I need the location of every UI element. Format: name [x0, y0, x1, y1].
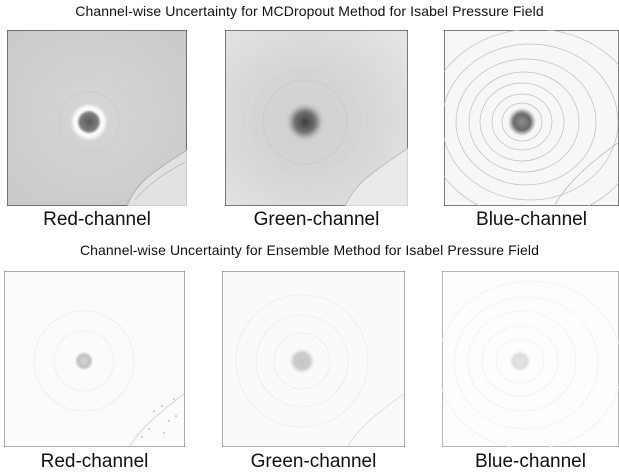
ensemble-blue-caption: Blue-channel [475, 451, 586, 472]
ensemble-red-caption: Red-channel [40, 451, 149, 472]
mcdropout-red-channel-map [7, 30, 187, 206]
mcdropout-red-caption: Red-channel [43, 209, 151, 230]
mcdropout-green-channel-map [225, 30, 408, 206]
mcdropout-section-title: Channel-wise Uncertainty for MCDropout M… [75, 3, 544, 19]
ensemble-red-channel-map [4, 271, 185, 447]
mcdropout-green-caption: Green-channel [253, 209, 380, 230]
ensemble-green-caption: Green-channel [250, 451, 377, 472]
ensemble-blue-channel-map [442, 271, 619, 447]
ensemble-section-title: Channel-wise Uncertainty for Ensemble Me… [79, 242, 540, 258]
mcdropout-blue-caption: Blue-channel [476, 209, 587, 230]
mcdropout-blue-channel-map [444, 30, 619, 206]
ensemble-green-channel-map [222, 271, 405, 447]
